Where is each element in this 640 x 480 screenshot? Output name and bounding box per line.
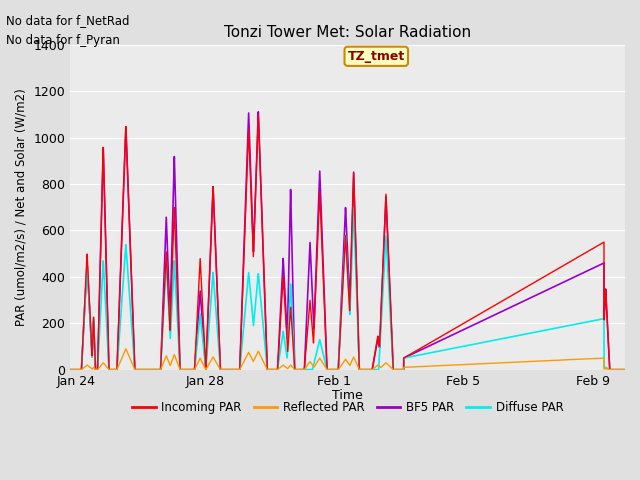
Legend: Incoming PAR, Reflected PAR, BF5 PAR, Diffuse PAR: Incoming PAR, Reflected PAR, BF5 PAR, Di… bbox=[127, 396, 568, 419]
Text: No data for f_NetRad: No data for f_NetRad bbox=[6, 14, 130, 27]
X-axis label: Time: Time bbox=[332, 389, 363, 402]
Y-axis label: PAR (umol/m2/s) / Net and Solar (W/m2): PAR (umol/m2/s) / Net and Solar (W/m2) bbox=[15, 88, 28, 326]
Text: TZ_tmet: TZ_tmet bbox=[348, 50, 405, 63]
Title: Tonzi Tower Met: Solar Radiation: Tonzi Tower Met: Solar Radiation bbox=[224, 24, 471, 39]
Text: No data for f_Pyran: No data for f_Pyran bbox=[6, 34, 120, 47]
